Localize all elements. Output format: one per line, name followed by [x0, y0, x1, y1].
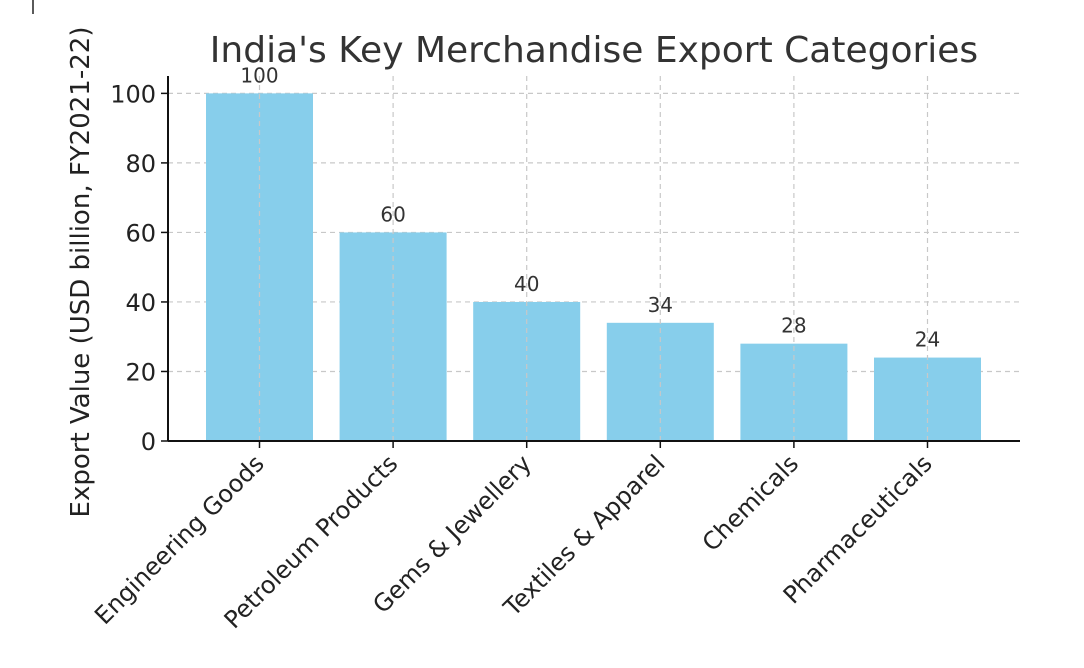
y-tick-label: 100: [110, 80, 156, 108]
y-tick-label: 20: [125, 358, 156, 386]
y-tick-label: 80: [125, 150, 156, 178]
data-label-0: 100: [240, 63, 278, 87]
data-label-4: 28: [781, 314, 806, 338]
data-label-3: 34: [648, 293, 673, 317]
bars: [206, 93, 981, 441]
data-label-5: 24: [915, 328, 940, 352]
data-label-2: 40: [514, 272, 539, 296]
y-tick-label: 60: [125, 219, 156, 247]
data-label-1: 60: [380, 202, 405, 226]
chart-title: India's Key Merchandise Export Categorie…: [210, 30, 978, 71]
bar-2: [473, 301, 581, 441]
category-label-5: Pharmaceuticals: [778, 449, 938, 609]
y-axis-label: Export Value (USD billion, FY2021-22): [66, 27, 96, 518]
y-tick-label: 0: [141, 428, 156, 456]
y-tick-label: 40: [125, 289, 156, 317]
axes: [161, 76, 1020, 448]
category-label-4: Chemicals: [697, 449, 804, 556]
